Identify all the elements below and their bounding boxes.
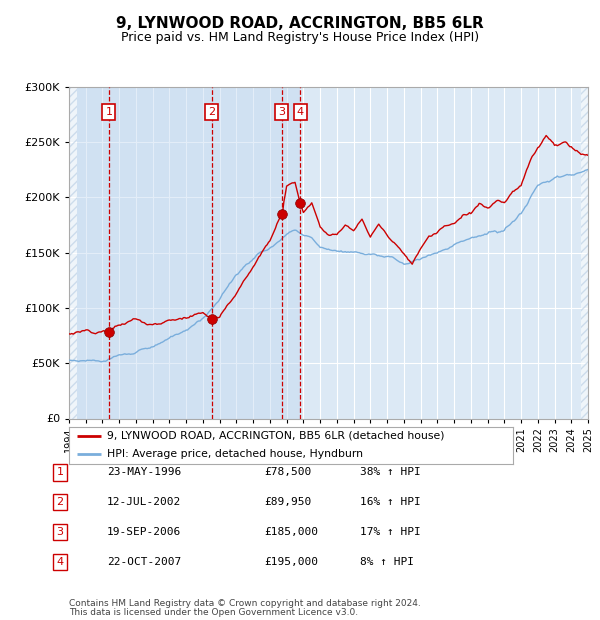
Text: 22-OCT-2007: 22-OCT-2007 — [107, 557, 181, 567]
Text: £195,000: £195,000 — [264, 557, 318, 567]
Text: 38% ↑ HPI: 38% ↑ HPI — [360, 467, 421, 477]
Text: 8% ↑ HPI: 8% ↑ HPI — [360, 557, 414, 567]
Text: 16% ↑ HPI: 16% ↑ HPI — [360, 497, 421, 507]
Text: 9, LYNWOOD ROAD, ACCRINGTON, BB5 6LR (detached house): 9, LYNWOOD ROAD, ACCRINGTON, BB5 6LR (de… — [107, 431, 444, 441]
Text: 1: 1 — [106, 107, 112, 117]
Text: £89,950: £89,950 — [264, 497, 311, 507]
Text: This data is licensed under the Open Government Licence v3.0.: This data is licensed under the Open Gov… — [69, 608, 358, 617]
Bar — [69, 87, 77, 419]
Text: 17% ↑ HPI: 17% ↑ HPI — [360, 527, 421, 537]
Text: 4: 4 — [296, 107, 304, 117]
Text: 9, LYNWOOD ROAD, ACCRINGTON, BB5 6LR: 9, LYNWOOD ROAD, ACCRINGTON, BB5 6LR — [116, 16, 484, 30]
Bar — [581, 87, 588, 419]
Text: 4: 4 — [56, 557, 64, 567]
Text: HPI: Average price, detached house, Hyndburn: HPI: Average price, detached house, Hynd… — [107, 450, 363, 459]
Text: Contains HM Land Registry data © Crown copyright and database right 2024.: Contains HM Land Registry data © Crown c… — [69, 600, 421, 608]
Text: 19-SEP-2006: 19-SEP-2006 — [107, 527, 181, 537]
Text: 12-JUL-2002: 12-JUL-2002 — [107, 497, 181, 507]
Text: 3: 3 — [278, 107, 285, 117]
Bar — [77, 87, 300, 419]
Text: 23-MAY-1996: 23-MAY-1996 — [107, 467, 181, 477]
Text: 1: 1 — [56, 467, 64, 477]
Text: 2: 2 — [208, 107, 215, 117]
Text: £78,500: £78,500 — [264, 467, 311, 477]
Text: Price paid vs. HM Land Registry's House Price Index (HPI): Price paid vs. HM Land Registry's House … — [121, 31, 479, 44]
Text: 2: 2 — [56, 497, 64, 507]
Text: £185,000: £185,000 — [264, 527, 318, 537]
Text: 3: 3 — [56, 527, 64, 537]
